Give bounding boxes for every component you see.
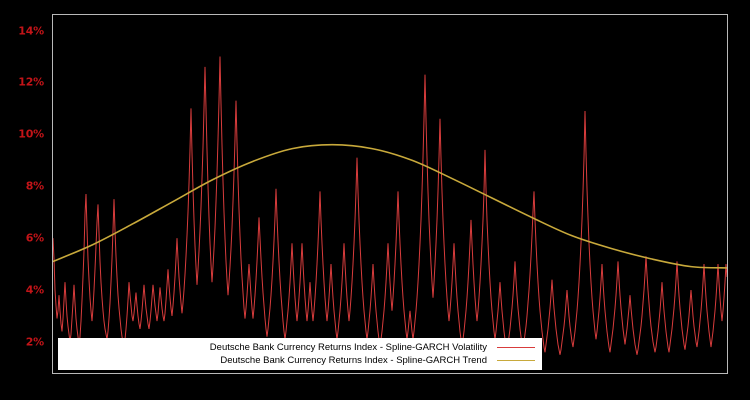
y-tick-label-4: 4% [25,283,44,297]
line-swatch-trend-icon [497,360,535,361]
line-swatch-volatility-icon [497,347,535,348]
line-series-trend [53,143,727,269]
y-tick-label-6: 6% [25,231,44,245]
legend-item-volatility: Deutsche Bank Currency Returns Index - S… [59,341,541,354]
plot-area [52,14,728,374]
y-tick-label-8: 8% [25,179,44,193]
y-axis: 14% 12% 10% 8% 6% 4% 2% [0,0,52,400]
y-tick-label-12: 12% [18,75,44,89]
legend-item-trend: Deutsche Bank Currency Returns Index - S… [59,354,541,367]
legend: Deutsche Bank Currency Returns Index - S… [58,338,542,370]
y-tick-label-14: 14% [18,24,44,38]
line-series-volatility [53,56,727,355]
y-tick-label-10: 10% [18,127,44,141]
series-svg [53,56,727,355]
legend-label-volatility: Deutsche Bank Currency Returns Index - S… [209,342,487,353]
plot-clip [53,15,727,373]
legend-label-trend: Deutsche Bank Currency Returns Index - S… [220,355,487,366]
y-tick-label-2: 2% [25,335,44,349]
